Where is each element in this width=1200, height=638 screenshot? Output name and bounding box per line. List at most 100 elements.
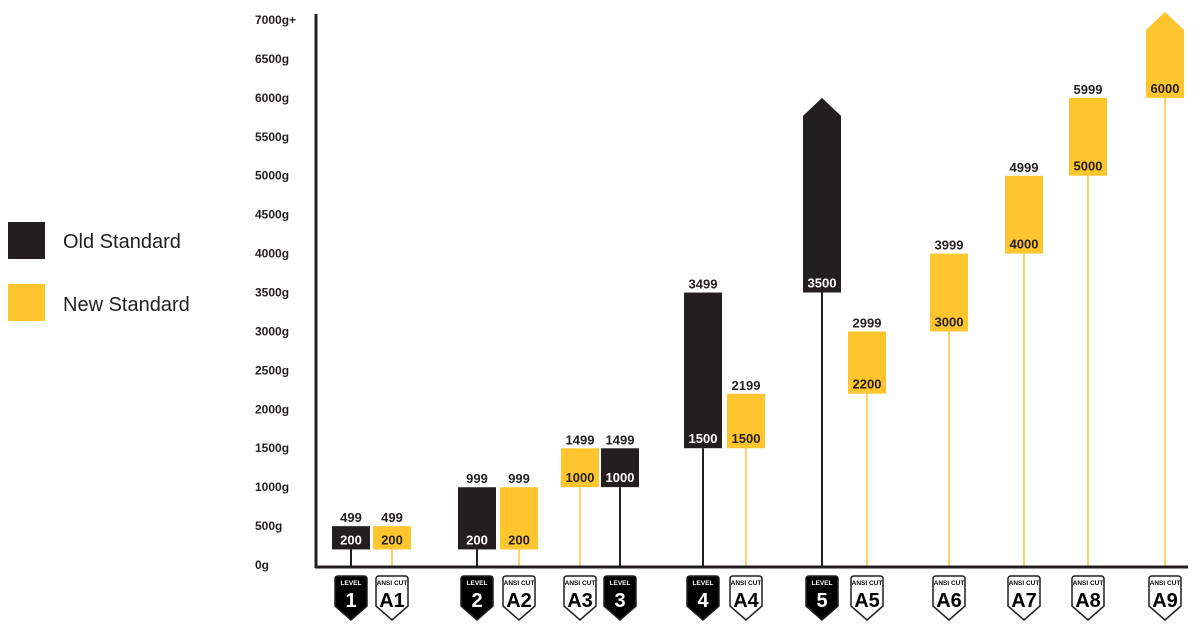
badge-level: A8	[1075, 590, 1101, 612]
badge-caption: ANSI CUT	[377, 580, 408, 587]
level-badge: LEVEL 1	[334, 575, 368, 621]
bars: 499 200 499 200 999 200 999 200 1499 1000 1499 1000…	[332, 12, 1184, 550]
badge-caption: ANSI CUT	[934, 580, 965, 587]
badge-level: 5	[816, 590, 827, 612]
range-bar	[373, 526, 411, 550]
bar-low-label: 1500	[732, 431, 761, 446]
badge-level: A2	[506, 590, 532, 612]
y-tick-label: 0g	[255, 558, 269, 572]
badge-level: 3	[614, 590, 625, 612]
ansi-shield-icon	[1007, 575, 1041, 621]
y-tick-label: 6500g	[255, 52, 289, 66]
level-badge: LEVEL 4	[686, 575, 720, 621]
bar-high-label: 999	[466, 471, 488, 486]
bar-low-label: 1500	[689, 431, 718, 446]
ansi-shield-icon	[1148, 575, 1182, 621]
legend-swatch-new	[8, 284, 45, 321]
bar-low-label: 5000	[1074, 159, 1103, 174]
range-bar	[601, 448, 639, 488]
ansi-shield-icon	[932, 575, 966, 621]
bar-low-label: 1000	[606, 470, 635, 485]
badge-caption: ANSI CUT	[565, 580, 596, 587]
badge-caption: LEVEL	[610, 580, 631, 587]
ansi-shield-icon	[375, 575, 409, 621]
bar-low-label: 3500	[808, 276, 837, 291]
range-bar	[930, 253, 968, 332]
ansi-cut-badge: ANSI CUT A9	[1148, 575, 1182, 621]
ansi-shield-icon	[850, 575, 884, 621]
level-badge: LEVEL 3	[603, 575, 637, 621]
ansi-cut-badge: ANSI CUT A5	[850, 575, 884, 621]
ansi-cut-badge: ANSI CUT A7	[1007, 575, 1041, 621]
bar-low-label: 200	[508, 532, 530, 547]
ansi-cut-badge: ANSI CUT A2	[502, 575, 536, 621]
bar-low-label: 2200	[853, 377, 882, 392]
range-bar-open	[1146, 12, 1184, 98]
bar-high-label: 1499	[566, 432, 595, 447]
badge-caption: LEVEL	[467, 580, 488, 587]
range-bar	[1069, 97, 1107, 176]
bar-high-label: 2199	[732, 378, 761, 393]
y-tick-label: 6000g	[255, 91, 289, 105]
badge-level: A5	[854, 590, 880, 612]
legend: Old Standard New Standard	[8, 222, 190, 321]
y-tick-label: 4500g	[255, 208, 289, 222]
badge-caption: LEVEL	[341, 580, 362, 587]
y-tick-label: 2000g	[255, 402, 289, 416]
ansi-cut-badge: ANSI CUT A3	[563, 575, 597, 621]
bar-high-label: 499	[381, 510, 403, 525]
legend-label-new: New Standard	[63, 294, 190, 316]
range-bar	[727, 393, 765, 449]
level-shield-icon	[603, 575, 637, 621]
y-tick-label: 5000g	[255, 169, 289, 183]
level-shield-icon	[805, 575, 839, 621]
badge-level: A7	[1011, 590, 1037, 612]
badge-level: A4	[733, 590, 759, 612]
badge-caption: LEVEL	[812, 580, 833, 587]
badge-level: A6	[936, 590, 962, 612]
badge-caption: ANSI CUT	[731, 580, 762, 587]
badge-caption: ANSI CUT	[504, 580, 535, 587]
badge-caption: ANSI CUT	[1150, 580, 1181, 587]
ansi-shield-icon	[1071, 575, 1105, 621]
bar-high-label: 2999	[853, 316, 882, 331]
range-bar	[458, 487, 496, 550]
level-shield-icon	[334, 575, 368, 621]
ansi-cut-badge: ANSI CUT A6	[932, 575, 966, 621]
range-bar	[561, 448, 599, 488]
y-tick-label: 1000g	[255, 480, 289, 494]
badge-level: 2	[471, 590, 482, 612]
bar-low-label: 200	[381, 532, 403, 547]
bar-low-label: 200	[466, 532, 488, 547]
stems	[350, 97, 1166, 566]
ansi-shield-icon	[502, 575, 536, 621]
range-bar	[332, 526, 370, 550]
y-tick-label: 1500g	[255, 441, 289, 455]
badge-caption: ANSI CUT	[852, 580, 883, 587]
bar-high-label: 499	[340, 510, 362, 525]
level-shield-icon	[686, 575, 720, 621]
legend-label-old: Old Standard	[63, 231, 181, 253]
badge-level: A3	[567, 590, 593, 612]
ansi-shield-icon	[729, 575, 763, 621]
badge-caption: ANSI CUT	[1073, 580, 1104, 587]
level-shield-icon	[460, 575, 494, 621]
y-tick-label: 500g	[255, 519, 282, 533]
ansi-cut-badge: ANSI CUT A8	[1071, 575, 1105, 621]
ansi-cut-badge: ANSI CUT A1	[375, 575, 409, 621]
badge-level: 4	[697, 590, 709, 612]
bar-high-label: 4999	[1010, 160, 1039, 175]
y-axis-ticks: 0g 500g 1000g 1500g 2000g 2500g 3000g 3500g 4000…	[255, 13, 296, 572]
bar-low-label: 3000	[935, 314, 964, 329]
range-bar-open	[803, 97, 841, 293]
y-tick-label: 3000g	[255, 324, 289, 338]
level-badge: LEVEL 2	[460, 575, 494, 621]
badge-level: A1	[379, 590, 405, 612]
range-bar	[848, 331, 886, 394]
y-tick-label: 7000g+	[255, 13, 296, 27]
bar-low-label: 6000	[1151, 81, 1180, 96]
range-bar	[500, 487, 538, 550]
bar-low-label: 1000	[566, 470, 595, 485]
